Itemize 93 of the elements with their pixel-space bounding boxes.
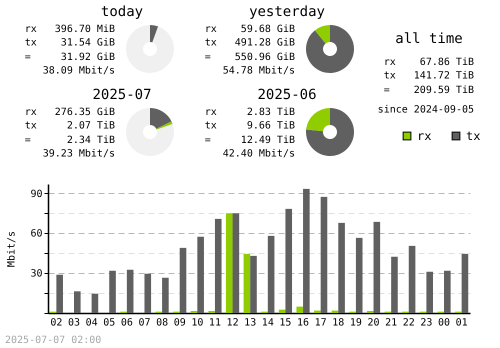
text: = 31.92 GiB [24, 52, 115, 63]
x-tick-label: 19 [350, 318, 362, 328]
bar [56, 274, 63, 313]
x-tick-label: 01 [456, 318, 468, 328]
bar [285, 208, 292, 313]
text: = 2.34 TiB [24, 135, 115, 146]
x-tick-label: 08 [156, 318, 168, 328]
bar [126, 270, 134, 313]
bar [391, 256, 398, 313]
donut-slice [314, 25, 330, 44]
text: 38.09 Mbit/s [42, 66, 115, 76]
x-tick-label: 10 [191, 318, 204, 328]
donut-slice [306, 108, 330, 132]
y-tick-label: 30 [30, 268, 42, 280]
donut-slice [150, 25, 158, 42]
x-tick-label: 02 [50, 318, 62, 328]
text: tx 141.72 TiB [384, 70, 474, 82]
text: rx 59.68 GiB [204, 24, 295, 35]
text: all time [395, 31, 463, 47]
bar [278, 310, 286, 313]
text: 42.40 Mbit/s [222, 148, 295, 160]
bar [408, 246, 416, 313]
text: 54.78 Mbit/s [222, 66, 295, 76]
bar [426, 272, 433, 313]
text: rx 67.86 TiB [384, 57, 474, 68]
bar [244, 254, 250, 313]
x-tick-label: 04 [86, 318, 98, 328]
text: tx 9.66 TiB [204, 120, 295, 132]
x-tick-label: 21 [385, 318, 398, 328]
bar [214, 218, 222, 313]
bar [232, 213, 240, 313]
text: = 550.96 GiB [204, 52, 295, 63]
x-tick-label: 05 [103, 318, 116, 328]
y-axis-title: Mbit/s [6, 230, 18, 268]
bar [92, 294, 98, 313]
bar [296, 306, 304, 313]
bar [250, 256, 257, 313]
x-tick-label: 11 [208, 318, 221, 328]
bar [197, 236, 204, 313]
bar [320, 196, 328, 313]
x-tick-label: 22 [402, 318, 415, 328]
donut-slice [150, 108, 172, 129]
bar [74, 291, 81, 313]
x-tick-label: 13 [244, 318, 256, 328]
x-tick-label: 09 [174, 318, 186, 328]
bar [109, 270, 116, 313]
x-tick-label: 15 [279, 318, 292, 328]
x-tick-label: 20 [368, 318, 380, 328]
text: tx 2.07 TiB [24, 120, 115, 132]
legend-label: tx [466, 129, 480, 143]
donut-slice [156, 121, 173, 130]
bar [180, 248, 186, 313]
bar [144, 274, 152, 313]
bar [303, 188, 310, 313]
x-tick-label: 06 [120, 318, 133, 328]
legend-label: rx [417, 129, 432, 143]
bar [374, 222, 380, 313]
bar [462, 254, 468, 313]
text: = 209.59 TiB [384, 85, 474, 96]
x-tick-label: 00 [438, 318, 450, 328]
text: rx 396.70 MiB [24, 24, 115, 35]
x-tick-label: 03 [68, 318, 80, 328]
chart-title: 2025-07 [92, 87, 152, 103]
y-tick-label: 90 [30, 188, 42, 200]
bar [162, 278, 169, 313]
x-tick-label: 12 [226, 318, 239, 328]
x-tick-label: 17 [314, 318, 327, 328]
text: since 2024-09-05 [378, 104, 474, 116]
text: tx 491.28 GiB [204, 38, 295, 48]
x-tick-label: 07 [138, 318, 150, 328]
bar [338, 222, 345, 313]
donut-slice [306, 108, 354, 156]
text: tx 31.54 GiB [24, 38, 115, 48]
text: = 12.49 TiB [204, 135, 295, 146]
text: rx 276.35 GiB [24, 107, 115, 118]
y-tick-label: 60 [30, 228, 42, 240]
x-tick-label: 23 [420, 318, 432, 328]
text: rx 2.83 TiB [204, 107, 295, 118]
x-tick-label: 18 [332, 318, 344, 328]
x-tick-label: 16 [297, 318, 310, 328]
donut-slice [126, 108, 174, 156]
chart-title: 2025-06 [257, 87, 317, 103]
donut-slice [126, 25, 174, 73]
text: 39.23 Mbit/s [42, 148, 115, 160]
bar [268, 236, 274, 313]
text: 2025-07-07 02:00 [5, 335, 102, 346]
donut-slice [306, 25, 354, 73]
chart-title: today [100, 4, 144, 20]
x-tick-label: 14 [262, 318, 274, 328]
bar [444, 270, 451, 313]
bar [356, 238, 363, 313]
chart-title: yesterday [249, 4, 325, 20]
bar [226, 213, 233, 313]
